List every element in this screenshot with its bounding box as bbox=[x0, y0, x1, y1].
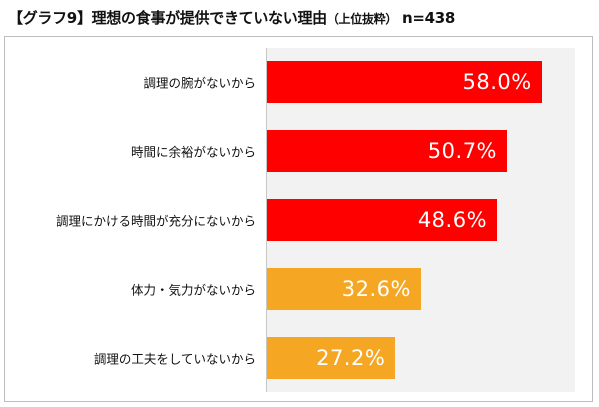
title-sub: （上位抜粋） bbox=[326, 12, 398, 26]
bar: 48.6% bbox=[266, 199, 498, 241]
bar-value-label: 32.6% bbox=[341, 276, 411, 301]
sample-size: n=438 bbox=[402, 9, 456, 27]
title-main: 理想の食事が提供できていない理由 bbox=[91, 9, 328, 27]
bar-value-label: 27.2% bbox=[316, 345, 386, 370]
bar-value-label: 48.6% bbox=[417, 208, 488, 232]
category-axis-line bbox=[266, 48, 267, 392]
category-label: 調理の腕がないから bbox=[143, 75, 256, 91]
bar: 50.7% bbox=[266, 130, 508, 173]
bar-value-label: 50.7% bbox=[427, 139, 498, 164]
graph-number: グラフ9 bbox=[22, 9, 78, 27]
category-label: 体力・気力がないから bbox=[130, 282, 256, 298]
category-label: 調理の工夫をしていないから bbox=[93, 351, 256, 367]
bar: 27.2% bbox=[266, 336, 396, 379]
category-label: 調理にかける時間が充分にないから bbox=[55, 213, 256, 229]
title-bracket-open: 【 bbox=[8, 9, 23, 27]
bar: 32.6% bbox=[266, 267, 421, 310]
bar-value-label: 58.0% bbox=[462, 70, 532, 95]
category-label: 時間に余裕がないから bbox=[130, 144, 256, 160]
chart-title: 【グラフ9】理想の食事が提供できていない理由（上位抜粋） n=438 bbox=[8, 7, 593, 31]
bar: 58.0% bbox=[266, 61, 542, 104]
title-bracket-close: 】 bbox=[76, 9, 92, 27]
